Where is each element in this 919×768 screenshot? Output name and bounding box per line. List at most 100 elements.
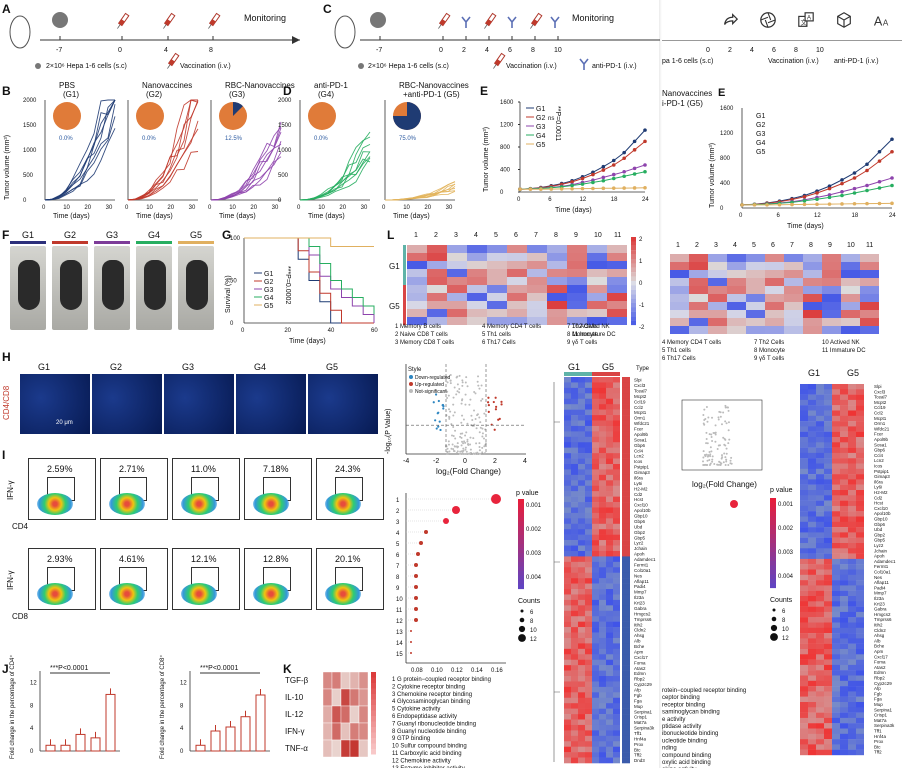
gene-label: Serpina3k: [634, 726, 655, 731]
type-cell: [622, 512, 630, 519]
heatmap-cell: [816, 728, 824, 734]
heatmap-cell: [587, 261, 607, 269]
share-icon[interactable]: [719, 9, 741, 31]
heatmap-cell: [848, 558, 856, 565]
pie-percent: 0.0%: [314, 136, 328, 142]
heatmap-cell: [564, 676, 571, 682]
heatmap-cell: [592, 409, 599, 416]
heatmap-cell: [816, 437, 824, 443]
heatmap-cell: [800, 633, 808, 639]
gene-label: Fgb: [634, 693, 642, 698]
tumor-growth-line: [210, 151, 282, 201]
volcano-point: [458, 374, 461, 377]
heatmap-cell: [856, 511, 864, 517]
colorbar-segment: [631, 237, 636, 242]
volcano-point: [478, 387, 481, 390]
volcano-point: [476, 380, 479, 383]
heatmap-cell: [808, 527, 816, 533]
heatmap-cell: [765, 310, 784, 318]
colorbar-segment: [518, 557, 524, 563]
volcano-point: [461, 381, 464, 384]
heatmap-cell: [592, 724, 599, 731]
heatmap-cell: [567, 301, 587, 309]
heatmap-cell: [689, 286, 708, 294]
heatmap-cell: [599, 523, 606, 530]
heatmap-cell: [578, 458, 585, 465]
heatmap-cell: [848, 638, 856, 644]
gene-label: Crisp1: [874, 713, 888, 718]
heatmap-cell: [585, 594, 592, 601]
y-tick-label: 1500: [278, 123, 292, 129]
heatmap-cell: [613, 714, 620, 720]
heatmap-cell: [564, 714, 571, 720]
heatmap-cell: [599, 453, 606, 459]
heatmap-cell: [592, 719, 599, 726]
cube-icon[interactable]: [833, 9, 855, 31]
gene-label: Cxcl17: [874, 654, 888, 659]
legend-label: G3: [264, 287, 273, 294]
heatmap-cell: [607, 269, 627, 277]
heatmap-cell: [816, 558, 824, 565]
heatmap-cell: [689, 326, 708, 334]
heatmap-cell: [585, 398, 592, 405]
dot: [414, 596, 418, 600]
volcano-point: [462, 442, 465, 445]
heatmap-cell: [585, 752, 592, 758]
heatmap-cell: [467, 309, 487, 317]
size-legend-label: 8: [782, 618, 786, 624]
heatmap-cell: [800, 505, 808, 512]
heatmap-cell: [592, 692, 599, 699]
heatmap-cell: [613, 567, 620, 574]
heatmap-cell: [564, 594, 571, 601]
x-tick-label: 12: [580, 197, 587, 203]
colorbar-segment: [518, 562, 524, 567]
volcano-point: [464, 446, 467, 449]
heatmap-cell: [860, 270, 879, 278]
heatmap-cell: [585, 583, 592, 590]
heatmap-cell: [567, 253, 587, 261]
heatmap-cell: [447, 261, 467, 269]
heatmap-cell: [599, 616, 606, 622]
heatmap-cell: [832, 749, 840, 756]
heatmap-cell: [578, 621, 585, 628]
volcano-point: [472, 452, 475, 455]
aperture-icon[interactable]: [757, 9, 779, 31]
heatmap-cell: [585, 463, 592, 470]
heatmap-cell: [689, 318, 708, 326]
heatmap-cell: [816, 458, 824, 464]
heatmap-cell: [578, 741, 585, 747]
heatmap-cell: [587, 309, 607, 317]
bar: [225, 726, 236, 752]
panel-j-letter: J: [2, 662, 9, 676]
heatmap-cell: [816, 389, 824, 395]
size-legend-dot: [518, 625, 526, 633]
colorbar-segment: [518, 535, 524, 540]
heatmap-cell: [592, 616, 599, 622]
heatmap-cell: [578, 420, 585, 427]
go-term-label: 9 GTP binding: [392, 736, 430, 742]
x-axis-label: Time (days): [393, 213, 430, 220]
colorbar-segment: [770, 507, 776, 512]
volcano-point: [724, 456, 727, 459]
volcano-point: [722, 436, 725, 439]
heatmap-cell: [322, 688, 333, 707]
gene-label: Hnf4a: [634, 736, 647, 741]
heatmap-cell: [487, 277, 507, 285]
heatmap-cell: [841, 254, 860, 262]
heatmap-cell: [808, 511, 816, 517]
heatmap-cell: [824, 389, 832, 395]
heatmap-cell: [564, 589, 571, 595]
gene-label: Cldn2: [874, 628, 886, 633]
legend-item: 9 γδ T cells: [754, 356, 784, 362]
heatmap-cell: [800, 643, 808, 650]
density-cloud: [325, 583, 361, 605]
volcano-point: [719, 461, 722, 464]
x-tick-label: 0: [382, 205, 386, 211]
mouse-body: [102, 260, 124, 310]
heatmap-cell: [592, 572, 599, 579]
heatmap-cell: [822, 270, 841, 278]
